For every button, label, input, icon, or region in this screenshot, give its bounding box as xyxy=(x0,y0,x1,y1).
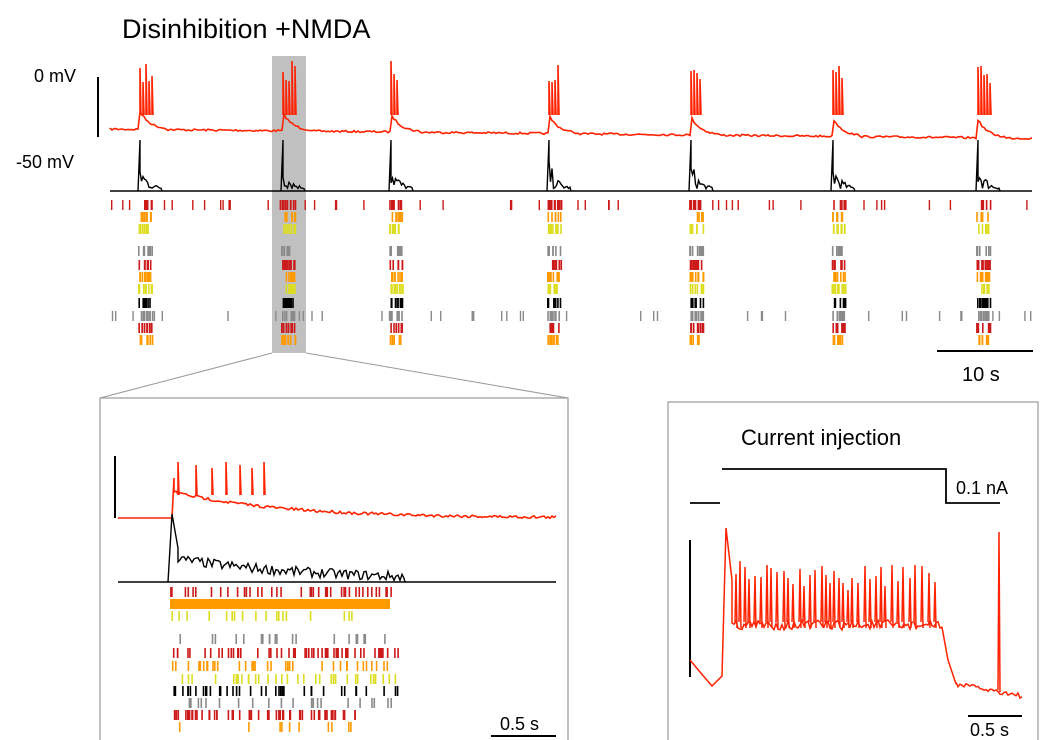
figure-title: Disinhibition +NMDA xyxy=(122,14,370,44)
inset-spike-raster xyxy=(170,587,399,732)
main-spike-raster xyxy=(111,200,1032,345)
main-black-population-trace xyxy=(137,139,1001,192)
injection-panel-frame xyxy=(667,401,1039,740)
inset-red-voltage-trace xyxy=(118,461,557,520)
zoom-connector-right xyxy=(305,352,569,399)
inset-black-population-trace xyxy=(167,513,406,583)
injection-panel-title: Current injection xyxy=(741,425,901,450)
voltage-label-minus50mv: -50 mV xyxy=(16,152,74,172)
current-scale-label: 0.1 nA xyxy=(956,478,1008,498)
inset-panel-frame xyxy=(99,397,569,740)
main-red-voltage-trace xyxy=(109,60,1033,141)
injection-time-scale-label: 0.5 s xyxy=(970,720,1009,740)
main-time-scale-label: 10 s xyxy=(962,364,1000,386)
injection-red-voltage-trace xyxy=(689,527,1023,700)
inset-time-scale-label: 0.5 s xyxy=(500,714,539,734)
injection-current-step xyxy=(690,468,1000,504)
zoom-connector-left xyxy=(99,352,273,399)
voltage-label-0mv: 0 mV xyxy=(34,66,76,86)
